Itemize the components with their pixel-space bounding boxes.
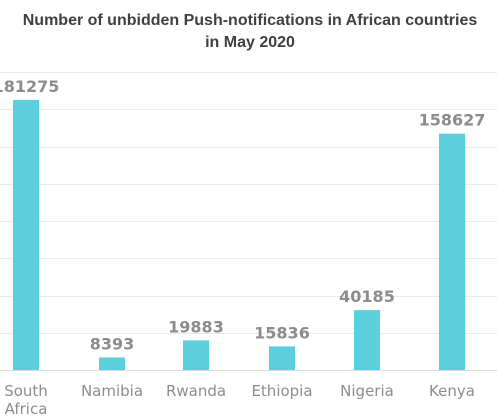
data-label: 8393 (90, 334, 135, 353)
x-tick-label: South (4, 382, 48, 400)
bar (269, 346, 295, 370)
x-tick-label: Ethiopia (251, 382, 312, 400)
data-labels: 181275 8393 19883 15836 40185 158627 (0, 77, 485, 354)
data-label: 19883 (168, 317, 224, 336)
gridlines (0, 72, 497, 334)
chart-title: Number of unbidden Push-notifications in… (0, 10, 497, 54)
data-label: 40185 (339, 287, 395, 306)
bar (354, 310, 380, 370)
bars (13, 99, 465, 370)
x-tick-label: Nigeria (340, 382, 394, 400)
data-label: 181275 (0, 77, 59, 96)
chart-title-line2: in May 2020 (205, 34, 295, 51)
x-tick-label: Kenya (429, 382, 475, 400)
x-tick-label: Rwanda (166, 382, 226, 400)
x-tick-label: Africa (5, 400, 48, 418)
bar (183, 340, 209, 370)
bar (439, 133, 465, 370)
bar (13, 99, 39, 370)
chart-title-line1: Number of unbidden Push-notifications in… (22, 12, 478, 29)
data-label: 15836 (254, 323, 310, 342)
bar (99, 357, 125, 370)
data-label: 158627 (419, 111, 486, 130)
x-tick-label: Namibia (81, 382, 143, 400)
